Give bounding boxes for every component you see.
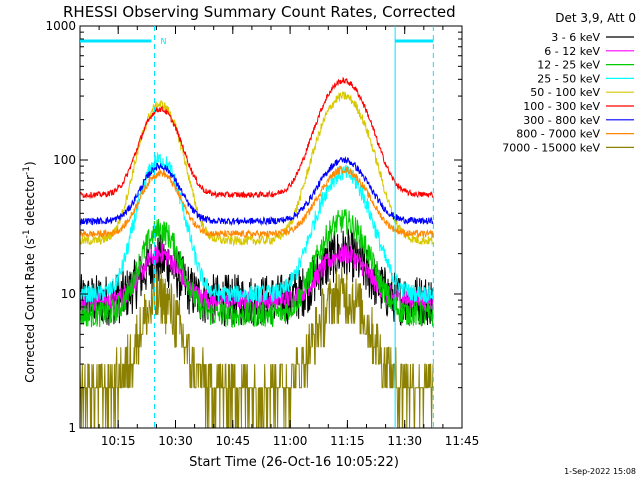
- y-axis-label: Corrected Count Rate (s-1 detector-1): [22, 161, 37, 382]
- x-tick-label: 10:15: [101, 434, 136, 448]
- series-line-3: [79, 152, 434, 304]
- legend-entry-label: 3 - 6 keV: [551, 31, 600, 44]
- series-line-6: [79, 156, 434, 227]
- series-line-4: [79, 91, 433, 247]
- legend-entry-label: 300 - 800 keV: [523, 114, 600, 127]
- series-line-7: [79, 165, 434, 239]
- legend-title: Det 3,9, Att 0: [555, 11, 636, 25]
- svg-text:Corrected Count Rate (s-1 dete: Corrected Count Rate (s-1 detector-1): [22, 161, 37, 382]
- flag-label: N: [160, 37, 166, 46]
- y-tick-label: 1000: [45, 19, 76, 33]
- x-tick-label: 11:00: [273, 434, 308, 448]
- y-tick-label: 10: [61, 287, 76, 301]
- x-tick-label: 11:45: [445, 434, 480, 448]
- legend-entry-label: 50 - 100 keV: [530, 86, 600, 99]
- y-tick-label: 100: [53, 153, 76, 167]
- legend-entry-label: 100 - 300 keV: [523, 100, 600, 113]
- x-axis-label: Start Time (26-Oct-16 10:05:22): [189, 455, 399, 470]
- legend-entry-label: 25 - 50 keV: [537, 72, 600, 85]
- x-tick-label: 11:30: [387, 434, 422, 448]
- x-tick-label: 11:15: [330, 434, 365, 448]
- series-line-2: [79, 208, 434, 329]
- series-line-5: [79, 76, 434, 200]
- y-tick-label: 1: [68, 421, 76, 435]
- legend-entry-label: 6 - 12 keV: [544, 45, 600, 58]
- legend-entry-label: 800 - 7000 keV: [516, 128, 600, 141]
- legend-entry-label: 12 - 25 keV: [537, 59, 600, 72]
- plot-area: N 1 10 100 1000 10:15 10:30 10:45 11:00 11:15 11:3…: [45, 19, 479, 448]
- chart-title: RHESSI Observing Summary Count Rates, Co…: [63, 3, 456, 21]
- timestamp: 1-Sep-2022 15:08: [564, 467, 636, 476]
- x-tick-label: 10:45: [216, 434, 251, 448]
- x-tick-label: 10:30: [158, 434, 193, 448]
- legend-entry-label: 7000 - 15000 keV: [502, 141, 600, 154]
